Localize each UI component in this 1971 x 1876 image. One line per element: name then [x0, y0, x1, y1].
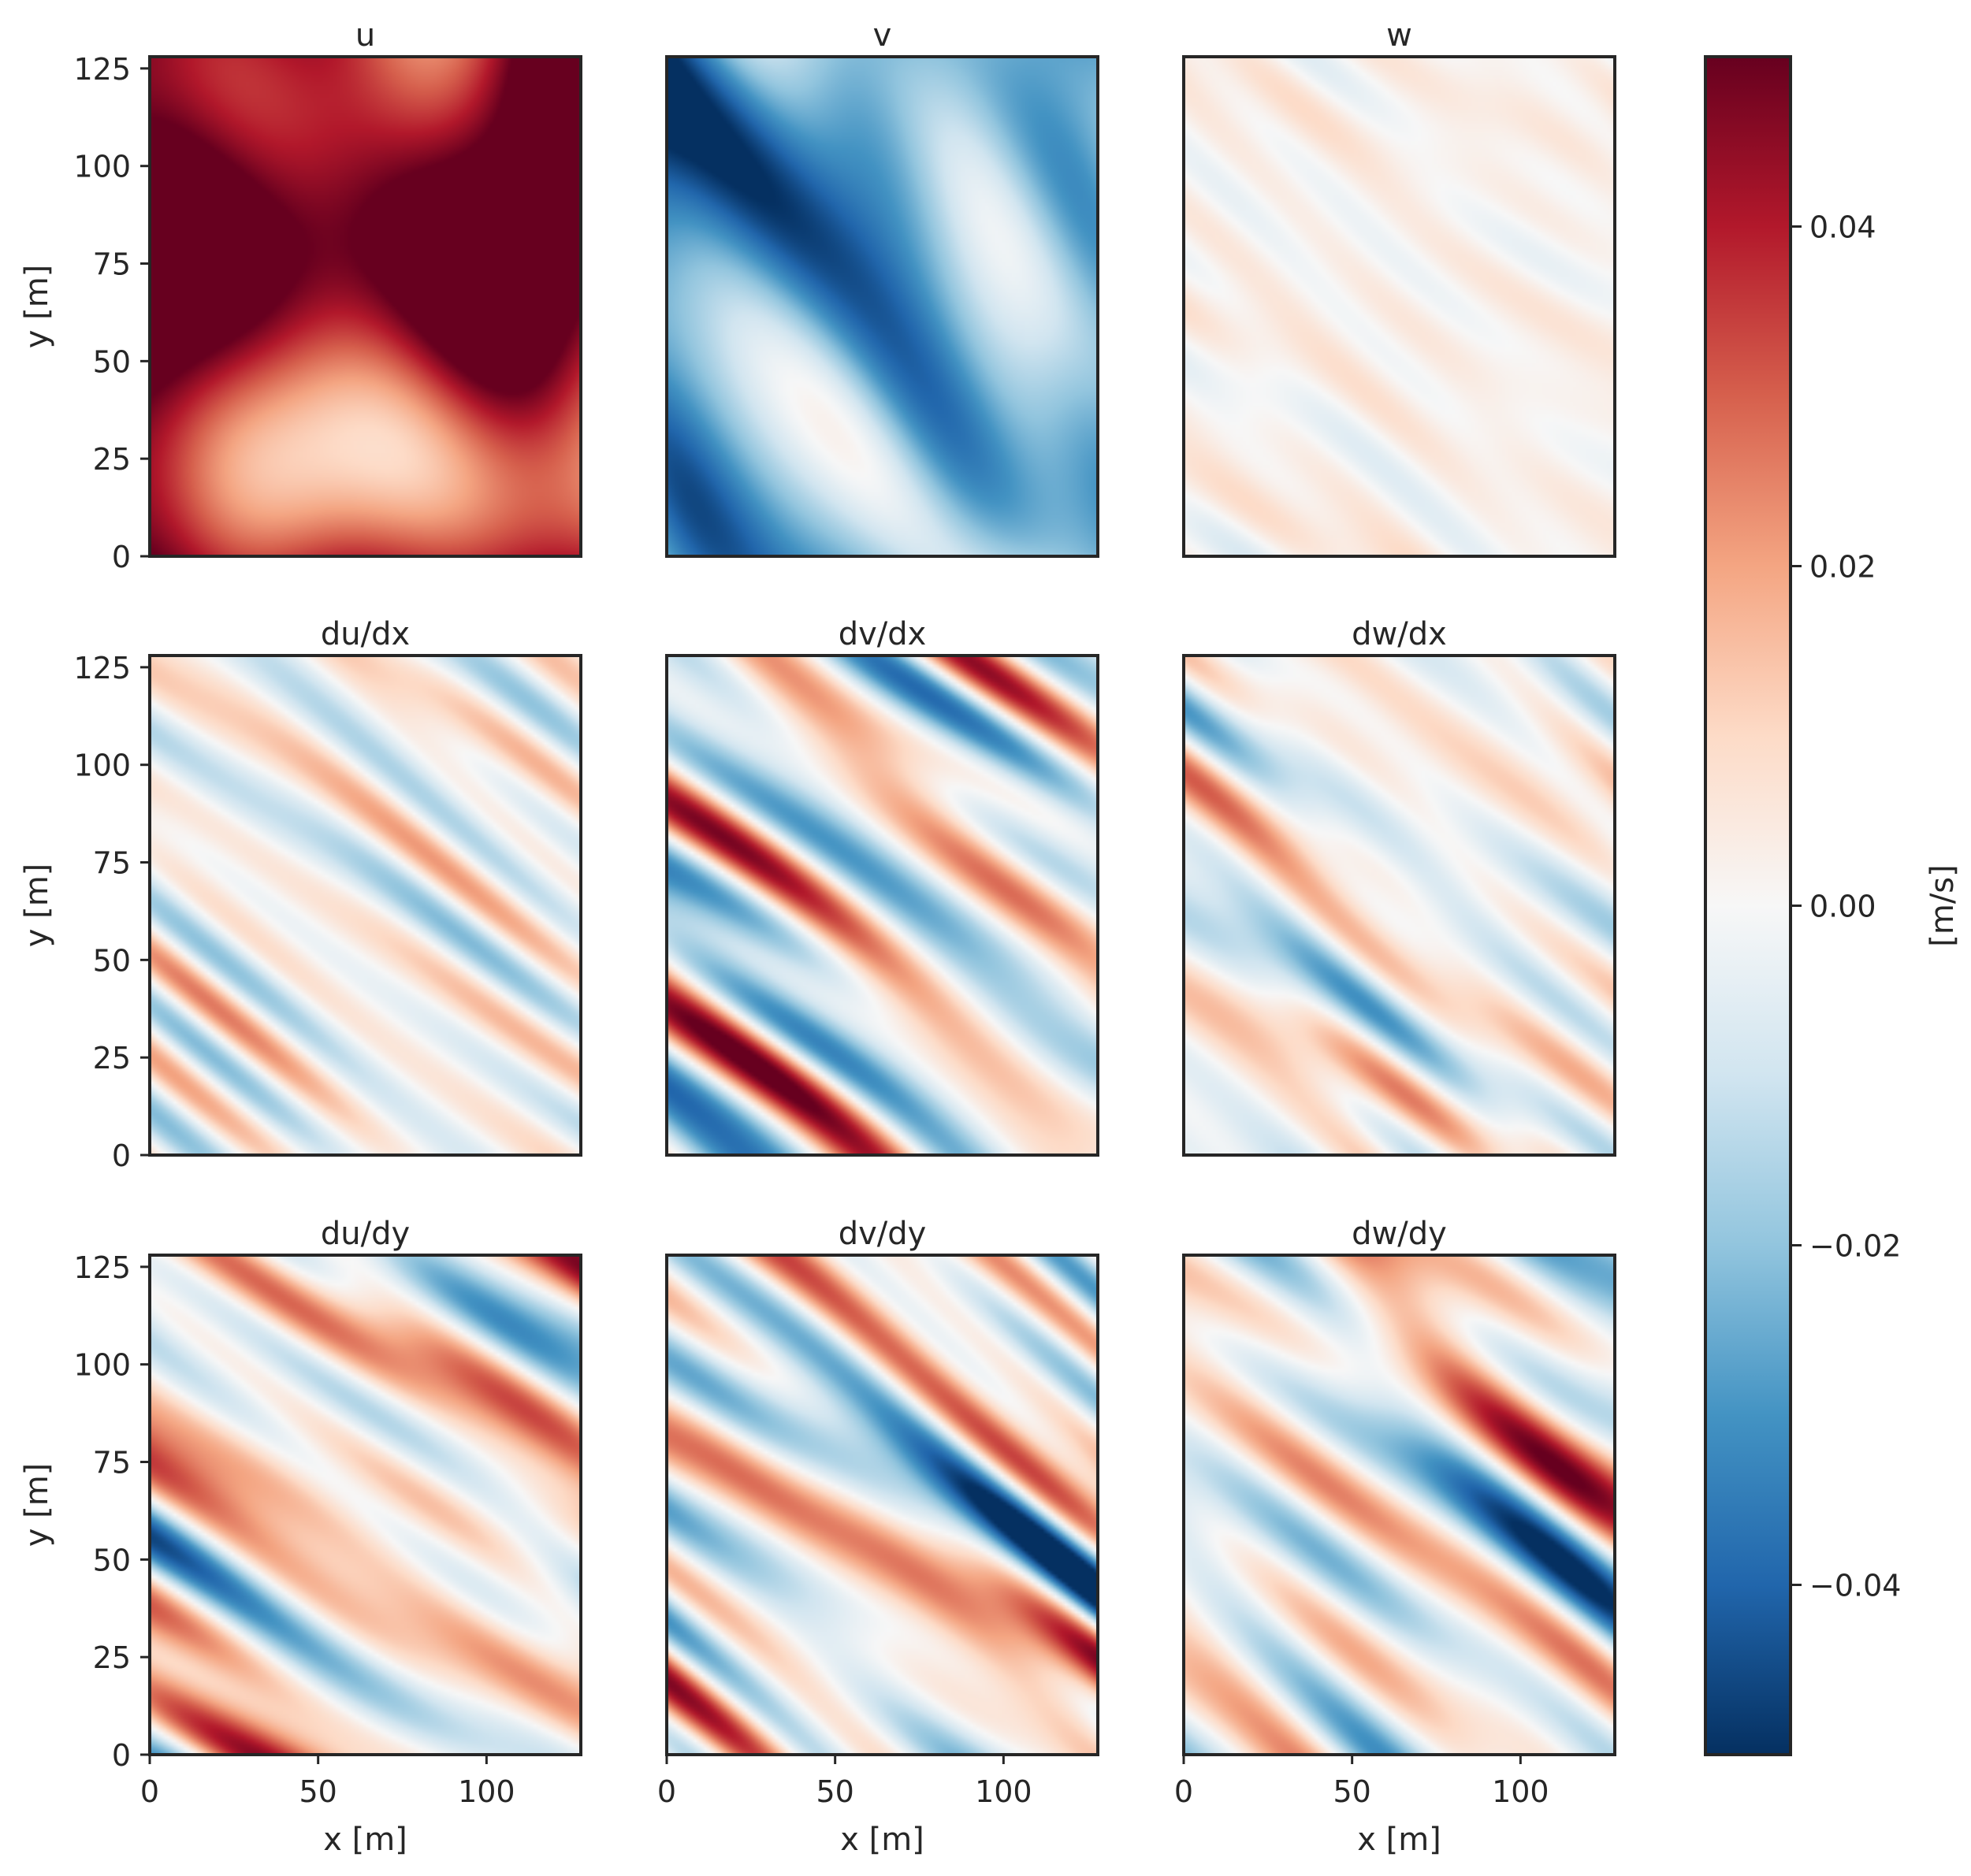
- axes-frame: [1182, 654, 1616, 1157]
- panel-title: v: [873, 17, 892, 54]
- panel-title: du/dy: [321, 1216, 410, 1252]
- axes-frame: [1182, 55, 1616, 558]
- y-tick-label: 25: [93, 442, 131, 477]
- colorbar-tick-label: 0.00: [1809, 890, 1876, 924]
- heatmap-image: [1184, 57, 1615, 556]
- x-tick-label: 50: [1333, 1774, 1370, 1809]
- y-tick-label: 0: [112, 540, 131, 574]
- heatmap-image: [150, 656, 581, 1155]
- panel-du-dx: du/dx 0 25 50 75 100 125 y [m]: [19, 616, 582, 1173]
- panel-grid: u 0 25 50 75 100 125 y [m] v w du/dx 0 25 50 75 100 125 y…: [19, 17, 1616, 1858]
- y-tick-label: 100: [73, 150, 131, 184]
- x-tick-label: 100: [1492, 1774, 1549, 1809]
- x-axis-label: x [m]: [323, 1822, 407, 1858]
- panel-title: w: [1386, 17, 1412, 54]
- heatmap-image: [150, 1255, 581, 1755]
- panel-dw-dy: dw/dy 0 50 100 x [m]: [1174, 1216, 1616, 1858]
- heatmap-image: [1184, 1255, 1615, 1755]
- colorbar-tick-label: 0.02: [1809, 550, 1876, 585]
- x-tick-label: 0: [657, 1774, 676, 1809]
- colorbar-tick-label: 0.04: [1809, 210, 1876, 245]
- panel-title: dv/dx: [839, 616, 927, 652]
- panel-title: u: [355, 17, 375, 54]
- y-tick-label: 100: [73, 1348, 131, 1383]
- heatmap-image: [1184, 656, 1615, 1155]
- heatmap-image: [667, 1255, 1098, 1755]
- heatmap-image: [667, 656, 1098, 1155]
- panel-title: dw/dx: [1352, 616, 1447, 652]
- heatmap-image: [667, 57, 1098, 556]
- x-tick-label: 0: [1174, 1774, 1193, 1809]
- axes-frame: [148, 654, 582, 1157]
- axes-frame: [1182, 1254, 1616, 1756]
- colorbar-label: [m/s]: [1925, 864, 1961, 947]
- x-tick-label: 0: [140, 1774, 159, 1809]
- panel-w: w: [1182, 17, 1616, 558]
- axes-frame: [148, 55, 582, 558]
- axes-frame: [665, 1254, 1099, 1756]
- panel-title: dv/dy: [839, 1216, 927, 1252]
- colorbar-tick-label: −0.02: [1809, 1229, 1901, 1264]
- y-tick-label: 75: [93, 846, 131, 881]
- x-axis-label: x [m]: [1357, 1822, 1441, 1858]
- y-tick-label: 50: [93, 943, 131, 978]
- x-tick-label: 50: [299, 1774, 337, 1809]
- panel-title: du/dx: [321, 616, 410, 652]
- colorbar-tick-label: −0.04: [1809, 1569, 1901, 1603]
- panel-dw-dx: dw/dx: [1182, 616, 1616, 1157]
- y-tick-label: 50: [93, 1543, 131, 1577]
- y-tick-label: 25: [93, 1640, 131, 1675]
- x-axis-label: x [m]: [840, 1822, 924, 1858]
- colorbar: 0.04 0.02 0.00 −0.02 −0.04 [m/s]: [1704, 55, 1961, 1756]
- y-tick-label: 75: [93, 1446, 131, 1480]
- panel-dv-dx: dv/dx: [665, 616, 1099, 1157]
- y-tick-label: 25: [93, 1041, 131, 1075]
- axes-frame: [148, 1254, 582, 1756]
- heatmap-image: [150, 57, 581, 556]
- panel-v: v: [665, 17, 1099, 558]
- panel-title: dw/dy: [1352, 1216, 1447, 1252]
- panel-du-dy: du/dy 0 25 50 75 100 125 y [m] 0 50 100 x [m]: [19, 1216, 582, 1858]
- y-axis-label: y [m]: [19, 1463, 55, 1547]
- x-tick-label: 100: [975, 1774, 1032, 1809]
- y-tick-label: 125: [73, 52, 131, 87]
- y-axis-label: y [m]: [19, 265, 55, 349]
- panel-dv-dy: dv/dy 0 50 100 x [m]: [657, 1216, 1099, 1858]
- y-tick-label: 125: [73, 651, 131, 685]
- axes-frame: [665, 55, 1099, 558]
- x-tick-label: 50: [816, 1774, 853, 1809]
- y-tick-label: 0: [112, 1139, 131, 1173]
- y-tick-label: 0: [112, 1738, 131, 1773]
- y-tick-label: 125: [73, 1250, 131, 1285]
- panel-u: u 0 25 50 75 100 125 y [m]: [19, 17, 582, 574]
- colorbar-gradient: [1705, 57, 1791, 1755]
- y-tick-label: 100: [73, 749, 131, 783]
- axes-frame: [665, 654, 1099, 1157]
- x-tick-label: 100: [458, 1774, 515, 1809]
- y-axis-label: y [m]: [19, 864, 55, 948]
- y-tick-label: 50: [93, 344, 131, 379]
- y-tick-label: 75: [93, 247, 131, 282]
